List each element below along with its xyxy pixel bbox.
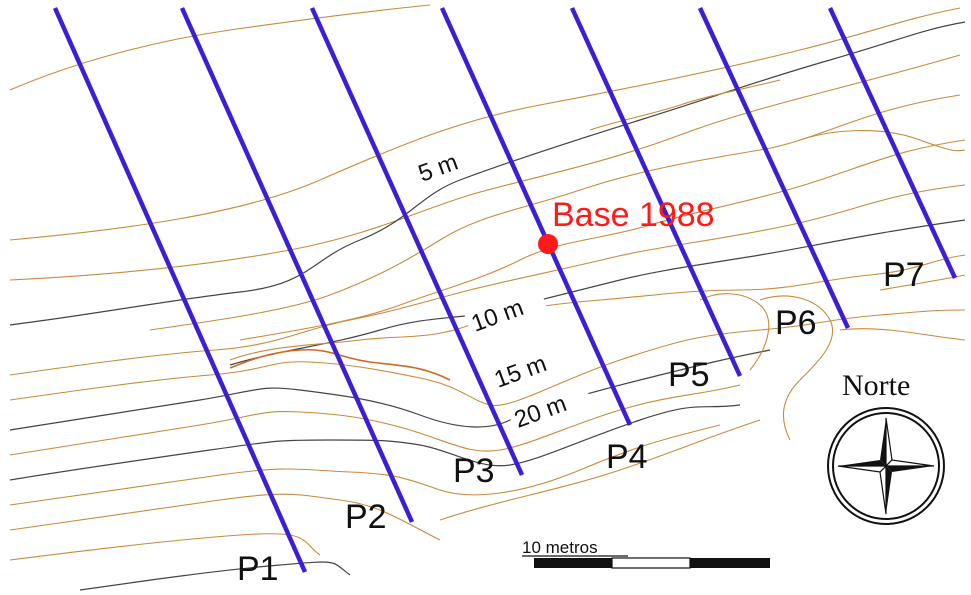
base-label: Base 1988 bbox=[552, 196, 715, 234]
profile-line-p7 bbox=[827, 7, 958, 279]
contour-line bbox=[699, 293, 770, 371]
contour-line bbox=[9, 184, 966, 376]
scale-segment bbox=[534, 558, 612, 568]
profile-label-p7: P7 bbox=[883, 256, 925, 294]
contour-line bbox=[9, 54, 961, 281]
profile-labels: P1 P2 P3 P4 P5 P6 P7 bbox=[237, 256, 925, 588]
profile-label-p5: P5 bbox=[668, 356, 710, 394]
profile-label-p1: P1 bbox=[237, 550, 279, 588]
profile-line-p1 bbox=[52, 7, 308, 573]
contour-line bbox=[839, 328, 966, 341]
contour-line bbox=[9, 4, 431, 91]
profile-label-p2: P2 bbox=[345, 498, 387, 536]
compass-rose-icon bbox=[827, 407, 945, 525]
contour-line bbox=[9, 7, 961, 241]
contour-line bbox=[9, 384, 741, 456]
contour-label-20m: 20 m bbox=[511, 390, 570, 434]
contour-line bbox=[759, 295, 834, 441]
profile-line-p2 bbox=[179, 7, 415, 523]
contour-line bbox=[589, 79, 781, 131]
contour-line-10m bbox=[229, 219, 966, 366]
contour-lines bbox=[9, 4, 966, 591]
base-point-icon bbox=[538, 234, 558, 254]
profile-label-p4: P4 bbox=[606, 438, 648, 476]
contour-line bbox=[9, 533, 321, 561]
contour-label-10m: 10 m bbox=[468, 294, 527, 338]
profile-label-p6: P6 bbox=[775, 304, 817, 342]
contour-line bbox=[799, 130, 966, 152]
north-compass: Norte bbox=[827, 369, 945, 525]
contour-line-15m bbox=[9, 349, 771, 431]
scale-label: 10 metros bbox=[522, 538, 598, 557]
contour-line-5m bbox=[9, 21, 966, 326]
contour-line bbox=[9, 424, 721, 506]
profile-line-p5 bbox=[569, 7, 743, 377]
profile-label-p3: P3 bbox=[453, 452, 495, 490]
contour-labels: 5 m 10 m 15 m 20 m bbox=[410, 141, 594, 436]
profile-line-p6 bbox=[697, 7, 851, 329]
contour-label-15m: 15 m bbox=[491, 350, 550, 394]
north-label: Norte bbox=[842, 369, 910, 402]
profile-line-p4 bbox=[439, 7, 633, 426]
contour-line bbox=[439, 419, 761, 521]
base-marker: Base 1988 bbox=[538, 196, 715, 254]
scale-segment bbox=[690, 558, 770, 568]
contour-line-20m bbox=[9, 404, 741, 481]
contour-line bbox=[239, 139, 966, 341]
contour-line bbox=[9, 493, 441, 541]
contour-line bbox=[229, 254, 966, 361]
contour-line bbox=[879, 274, 966, 291]
profile-line-p3 bbox=[309, 7, 525, 476]
scale-bar: 10 metros bbox=[522, 538, 770, 569]
scale-segment bbox=[611, 557, 691, 569]
profile-lines bbox=[52, 7, 958, 573]
contour-line bbox=[79, 561, 351, 591]
